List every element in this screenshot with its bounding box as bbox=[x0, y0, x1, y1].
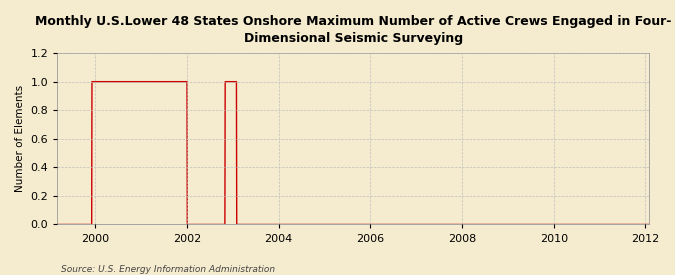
Y-axis label: Number of Elements: Number of Elements bbox=[15, 85, 25, 192]
Text: Source: U.S. Energy Information Administration: Source: U.S. Energy Information Administ… bbox=[61, 265, 275, 274]
Title: Monthly U.S.Lower 48 States Onshore Maximum Number of Active Crews Engaged in Fo: Monthly U.S.Lower 48 States Onshore Maxi… bbox=[35, 15, 672, 45]
